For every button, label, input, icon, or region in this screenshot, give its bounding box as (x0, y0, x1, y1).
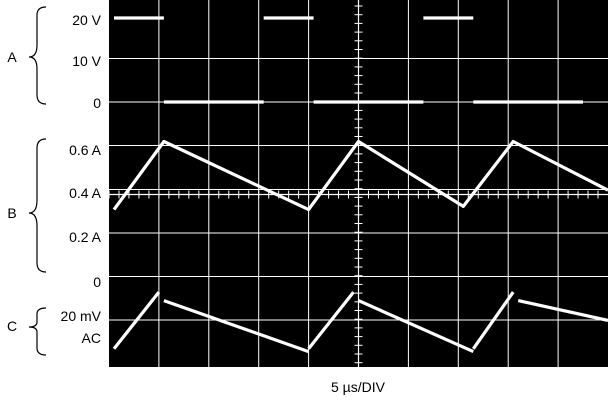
trace-c-segment-3 (357, 299, 474, 354)
x-axis-label: 5 µs/DIV (331, 379, 386, 395)
channel-c-label: C (7, 318, 17, 334)
channel-b-brace (28, 138, 47, 273)
trace-c-segment-2 (307, 291, 355, 350)
channel-c-coupling-ac: AC (82, 330, 101, 346)
channel-b-tick-0: 0 (93, 274, 101, 290)
trace-c-segment-0 (112, 291, 161, 350)
channel-b-tick-0.4a: 0.4 A (69, 185, 102, 201)
channel-a-tick-0: 0 (93, 95, 101, 111)
waveform-traces (112, 16, 608, 354)
channel-a-brace (28, 6, 47, 105)
trace-b-segment-0 (112, 139, 608, 212)
channel-c-brace (28, 307, 47, 356)
channel-b-label: B (7, 205, 16, 221)
channel-c-tick-20mv: 20 mV (61, 308, 102, 324)
trace-c-segment-5 (517, 299, 608, 322)
trace-c-segment-1 (163, 299, 310, 354)
channel-a-label: A (7, 49, 17, 65)
trace-c-segment-4 (471, 291, 515, 350)
channel-b-tick-0.2a: 0.2 A (69, 229, 102, 245)
channel-a-tick-20v: 20 V (72, 12, 101, 28)
channel-a-tick-10v: 10 V (72, 53, 101, 69)
channel-b-tick-0.6a: 0.6 A (69, 142, 102, 158)
